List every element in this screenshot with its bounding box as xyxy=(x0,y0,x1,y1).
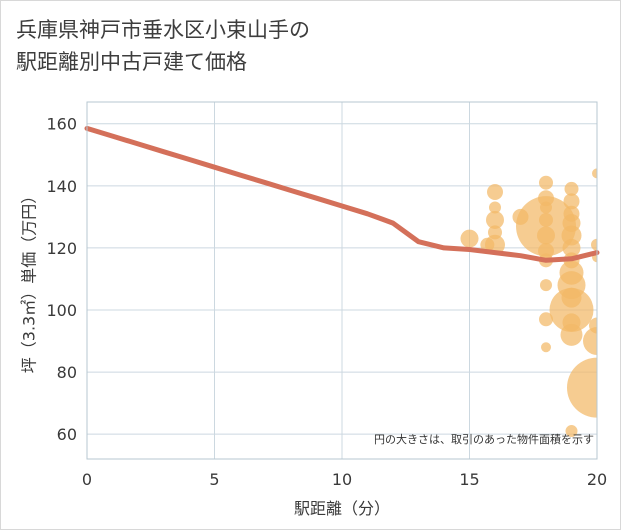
bubble-17 xyxy=(539,312,553,327)
size-annotation: 円の大きさは、取引のあった物件面積を示す xyxy=(374,432,594,446)
trend-line-group xyxy=(84,125,600,263)
tick-labels: 0 5 10 15 20 60 80 100 120 140 160 xyxy=(46,115,607,489)
bubble-37 xyxy=(583,327,597,356)
x-tick-label-4: 20 xyxy=(587,470,607,489)
bubble-4 xyxy=(486,210,504,229)
trend-line xyxy=(84,125,600,263)
y-tick-label-0: 60 xyxy=(57,425,77,444)
x-axis-label: 駅距離（分） xyxy=(294,499,390,518)
grid xyxy=(86,102,598,459)
bubble-0 xyxy=(460,229,479,248)
bubble-29 xyxy=(549,287,594,332)
y-tick-label-4: 140 xyxy=(46,177,77,196)
y-tick-label-3: 120 xyxy=(46,239,77,258)
bubble-34 xyxy=(591,238,597,251)
bubble-16 xyxy=(540,279,552,292)
x-tick-label-3: 15 xyxy=(459,470,479,489)
chart-title: 兵庫県神戸市垂水区小束山手の 駅距離別中古戸建て価格 xyxy=(16,14,576,78)
bubble-13 xyxy=(537,226,555,245)
y-tick-label-5: 160 xyxy=(46,115,77,134)
bubble-38 xyxy=(567,357,597,418)
bubble-2 xyxy=(487,184,503,201)
x-tick-label-0: 0 xyxy=(82,470,92,489)
bubble-33 xyxy=(592,168,597,179)
bubble-24 xyxy=(562,238,581,257)
bubble-3 xyxy=(489,201,501,214)
y-axis-label: 坪（3.3㎡）単価（万円） xyxy=(20,188,39,373)
bubble-18 xyxy=(541,342,551,353)
bubble-12 xyxy=(516,196,576,257)
x-tick-label-1: 5 xyxy=(209,470,219,489)
bubble-19 xyxy=(564,181,579,196)
bubble-20 xyxy=(563,193,580,210)
bubble-8 xyxy=(539,175,553,190)
chart-title-line2: 駅距離別中古戸建て価格 xyxy=(16,50,247,74)
bubbles xyxy=(460,168,597,438)
chart-title-line1: 兵庫県神戸市垂水区小束山手の xyxy=(16,18,310,42)
bubble-31 xyxy=(560,323,583,346)
x-tick-label-2: 10 xyxy=(332,470,352,489)
bubble-32 xyxy=(565,425,578,438)
y-tick-label-2: 100 xyxy=(46,301,77,320)
y-tick-label-1: 80 xyxy=(57,363,77,382)
plot-border xyxy=(86,101,598,460)
